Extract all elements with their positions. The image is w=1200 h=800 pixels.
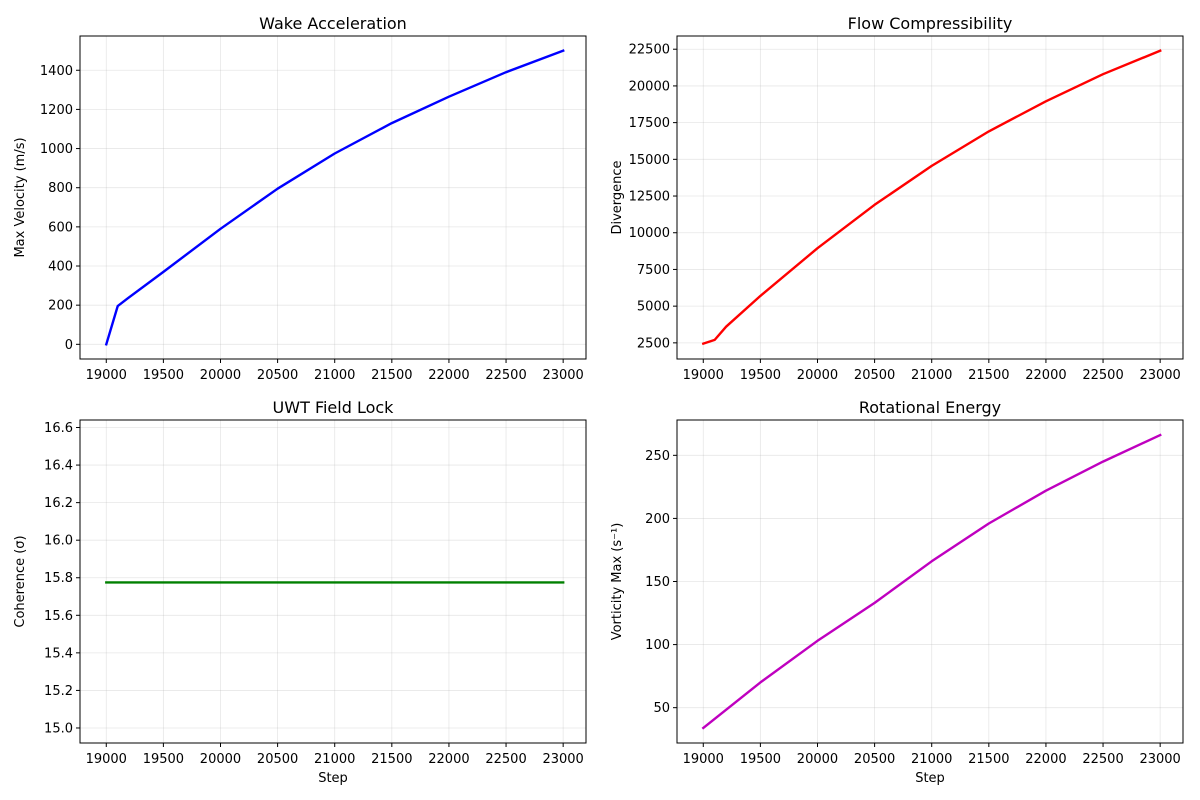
chart-title: UWT Field Lock <box>273 398 395 417</box>
y-tick-label: 1000 <box>40 142 73 157</box>
x-tick-label: 21500 <box>371 368 412 383</box>
x-tick-label: 22500 <box>485 752 526 767</box>
y-tick-label: 2500 <box>637 336 670 351</box>
x-tick-label: 19500 <box>143 752 184 767</box>
y-tick-label: 15.6 <box>44 609 73 624</box>
y-tick-label: 20000 <box>629 79 670 94</box>
chart-title: Wake Acceleration <box>259 14 407 33</box>
x-tick-label: 19000 <box>86 752 127 767</box>
x-tick-label: 23000 <box>1139 752 1180 767</box>
y-tick-label: 800 <box>48 181 73 196</box>
y-tick-label: 16.6 <box>44 421 73 436</box>
subplot-rotational-energy: 19000 19500 20000 20500 21000 21500 22000 22500… <box>610 398 1184 786</box>
y-tick-label: 1200 <box>40 103 73 118</box>
x-tick-label: 22000 <box>1025 752 1066 767</box>
x-axis-label: Step <box>915 771 945 786</box>
x-tick-label: 23000 <box>1139 368 1180 383</box>
y-tick-label: 1400 <box>40 64 73 79</box>
y-tick-label: 17500 <box>629 116 670 131</box>
x-tick-label: 20000 <box>200 752 241 767</box>
x-tick-label: 19000 <box>683 368 724 383</box>
subplot-wake-acceleration: 19000 19500 20000 20500 21000 21500 22000 22500… <box>13 14 587 383</box>
chart-title: Rotational Energy <box>859 398 1001 417</box>
plot-area <box>79 35 587 360</box>
subplot-flow-compressibility: 19000 19500 20000 20500 21000 21500 22000 22500… <box>610 14 1184 383</box>
y-tick-label: 16.2 <box>44 496 73 511</box>
y-tick-label: 7500 <box>637 263 670 278</box>
x-tick-label: 19000 <box>683 752 724 767</box>
x-tick-label: 21000 <box>911 752 952 767</box>
series-line <box>701 433 1162 730</box>
y-tick-label: 22500 <box>629 43 670 58</box>
y-axis-label: Max Velocity (m/s) <box>13 137 28 257</box>
x-tick-label: 20000 <box>797 368 838 383</box>
y-tick-label: 15.2 <box>44 684 73 699</box>
x-tick-label: 21500 <box>968 752 1009 767</box>
y-tick-label: 200 <box>645 512 670 527</box>
x-tick-label: 20500 <box>854 752 895 767</box>
y-tick-label: 15.0 <box>44 721 73 736</box>
x-tick-label: 21000 <box>314 368 355 383</box>
y-tick-label: 16.4 <box>44 459 73 474</box>
series-line <box>701 49 1162 346</box>
y-tick-label: 100 <box>645 638 670 653</box>
x-tick-label: 21500 <box>371 752 412 767</box>
y-tick-label: 600 <box>48 220 73 235</box>
series-line <box>104 49 565 346</box>
plot-area <box>79 419 587 744</box>
x-tick-label: 21000 <box>314 752 355 767</box>
plot-area <box>676 419 1184 744</box>
y-tick-label: 15000 <box>629 153 670 168</box>
x-tick-label: 19000 <box>86 368 127 383</box>
y-tick-label: 16.0 <box>44 534 73 549</box>
y-tick-label: 12500 <box>629 190 670 205</box>
x-tick-label: 20000 <box>797 752 838 767</box>
y-tick-label: 250 <box>645 449 670 464</box>
x-tick-label: 22000 <box>428 752 469 767</box>
x-tick-label: 21000 <box>911 368 952 383</box>
x-tick-label: 22000 <box>1025 368 1066 383</box>
chart-title: Flow Compressibility <box>848 14 1013 33</box>
plot-area <box>676 35 1184 360</box>
x-tick-label: 23000 <box>542 368 583 383</box>
y-tick-label: 150 <box>645 575 670 590</box>
subplot-uwt-field-lock: 19000 19500 20000 20500 21000 21500 22000 22500… <box>13 398 587 786</box>
y-tick-label: 10000 <box>629 226 670 241</box>
x-tick-label: 19500 <box>740 368 781 383</box>
x-tick-label: 22500 <box>485 368 526 383</box>
y-tick-label: 15.4 <box>44 646 73 661</box>
y-tick-label: 5000 <box>637 300 670 315</box>
x-tick-label: 23000 <box>542 752 583 767</box>
y-axis-label: Coherence (σ) <box>13 535 28 627</box>
y-tick-label: 400 <box>48 260 73 275</box>
x-axis-label: Step <box>318 771 348 786</box>
x-tick-label: 20500 <box>257 368 298 383</box>
x-tick-label: 19500 <box>740 752 781 767</box>
y-tick-label: 200 <box>48 299 73 314</box>
x-tick-label: 20500 <box>257 752 298 767</box>
x-tick-label: 20000 <box>200 368 241 383</box>
x-tick-label: 22000 <box>428 368 469 383</box>
x-tick-label: 20500 <box>854 368 895 383</box>
y-tick-label: 50 <box>653 701 670 716</box>
y-axis-label: Vorticity Max (s⁻¹) <box>610 523 625 641</box>
x-tick-label: 21500 <box>968 368 1009 383</box>
y-axis-label: Divergence <box>610 160 625 234</box>
y-tick-label: 15.8 <box>44 571 73 586</box>
x-tick-label: 22500 <box>1082 752 1123 767</box>
x-tick-label: 19500 <box>143 368 184 383</box>
x-tick-label: 22500 <box>1082 368 1123 383</box>
y-tick-label: 0 <box>65 338 73 353</box>
